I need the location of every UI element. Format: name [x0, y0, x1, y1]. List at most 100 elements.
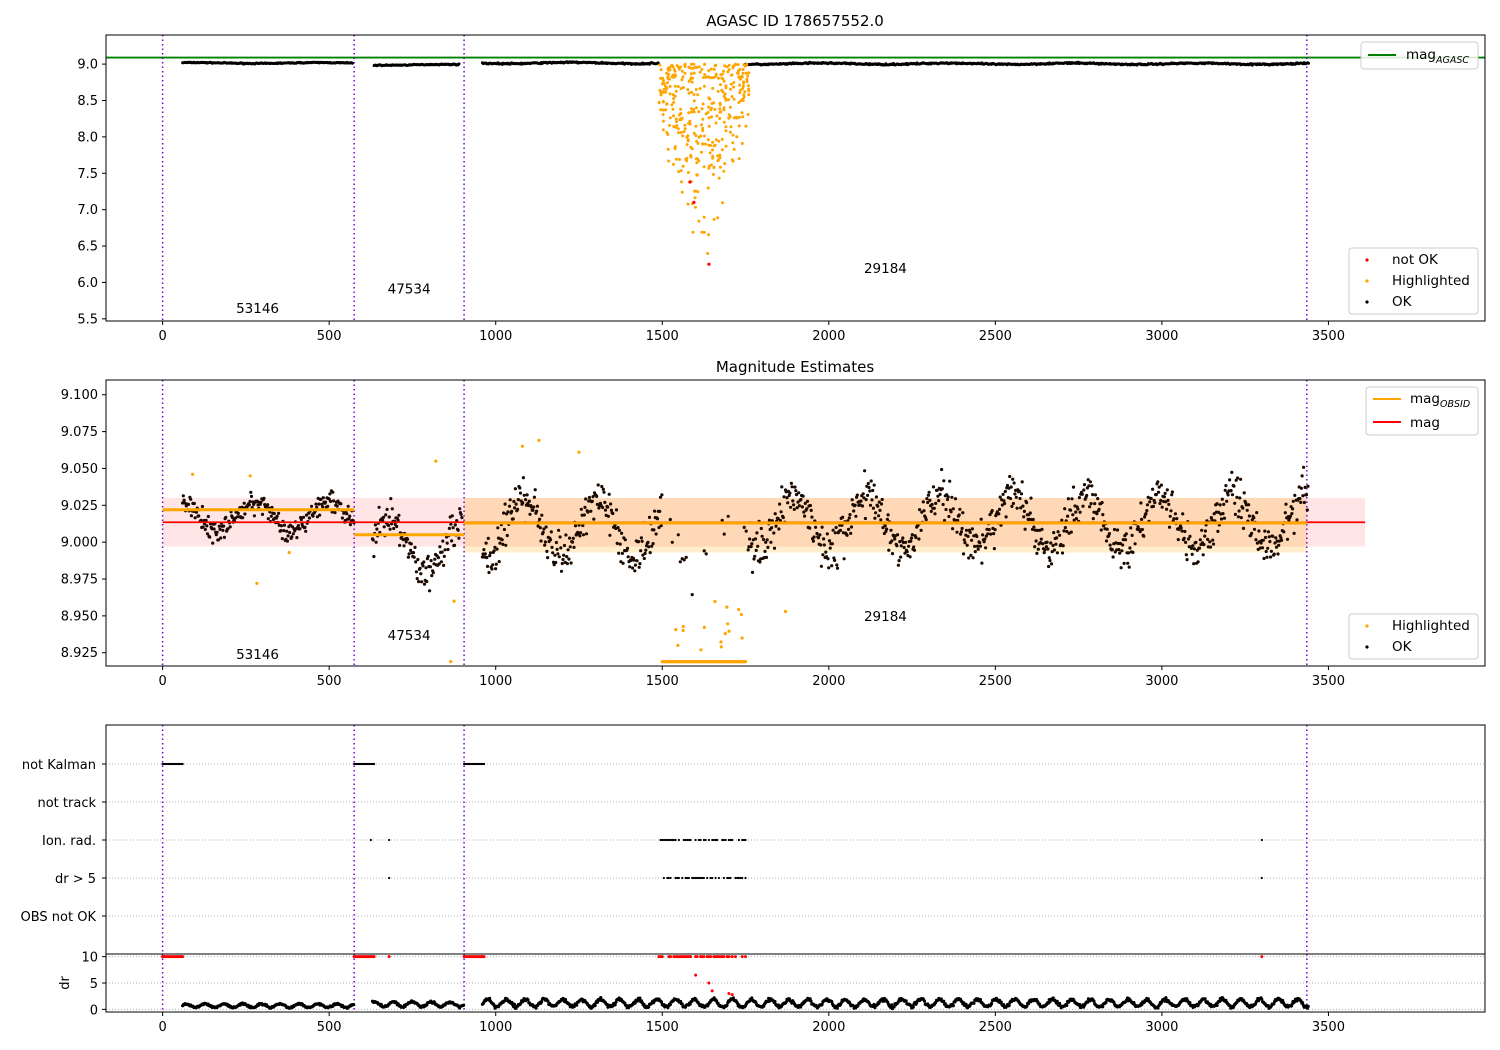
ok-point	[536, 524, 540, 528]
ok-point	[1140, 527, 1144, 532]
ok-point	[1096, 497, 1100, 501]
ok-point	[1159, 498, 1163, 503]
highlighted-point	[689, 155, 693, 159]
flag-point	[697, 876, 701, 880]
ok-point	[1222, 502, 1226, 506]
ok-point	[1280, 538, 1284, 542]
flag-point	[739, 876, 742, 880]
highlighted-point	[723, 92, 727, 96]
highlighted-point	[725, 65, 729, 69]
dr-point	[990, 1001, 994, 1006]
panel2-frame	[105, 379, 1486, 667]
ok-point	[1140, 517, 1144, 522]
ok-point	[331, 490, 335, 494]
p2-ytick-label: 9.025	[61, 499, 98, 514]
ok-point	[1201, 553, 1205, 557]
highlighted-point	[689, 66, 693, 70]
ok-point	[221, 528, 225, 533]
ok-point	[646, 540, 650, 545]
highlighted-point	[713, 143, 717, 147]
ok-point	[1088, 480, 1092, 484]
ok-point	[984, 534, 988, 538]
highlighted-point	[744, 124, 748, 128]
ok-point	[488, 554, 492, 558]
ok-point	[635, 559, 639, 563]
highlighted-point	[668, 92, 672, 96]
ok-point	[1077, 496, 1081, 500]
ok-point	[631, 566, 635, 570]
ok-point	[582, 513, 586, 517]
ok-point	[978, 544, 983, 548]
ok-point	[387, 515, 391, 519]
ok-point	[1181, 512, 1185, 516]
ok-point	[960, 526, 964, 531]
highlighted-point	[670, 103, 674, 107]
highlighted-point	[706, 138, 710, 142]
ok-point	[566, 548, 570, 552]
highlighted-point	[677, 170, 681, 174]
ok-point	[1045, 540, 1049, 544]
ok-point	[1218, 503, 1222, 507]
flag-point	[692, 876, 696, 880]
ok-point	[203, 527, 207, 532]
highlighted-point	[729, 82, 733, 86]
dr-ytick-label: 5	[90, 977, 98, 992]
flag-point	[699, 876, 702, 880]
ok-point	[527, 499, 531, 503]
ok-point	[930, 502, 934, 507]
ok-point	[1063, 507, 1067, 511]
flag-point	[1260, 876, 1263, 880]
ok-point	[871, 506, 876, 510]
ok-point	[794, 489, 798, 493]
highlighted-point	[672, 100, 676, 104]
ok-point	[1184, 540, 1188, 545]
flag-point	[742, 838, 746, 842]
ok-point	[1172, 517, 1176, 521]
highlighted-point	[715, 114, 719, 118]
ok-point	[562, 543, 567, 548]
ok-point	[918, 508, 922, 512]
panel2-legend-main: magOBSID mag	[1365, 386, 1479, 436]
highlighted-point	[685, 156, 689, 160]
highlighted-point	[696, 93, 700, 97]
ok-point	[1060, 518, 1064, 522]
highlighted-point	[687, 79, 691, 83]
legend-not-ok-label: not OK	[1392, 252, 1439, 268]
ok-point	[345, 512, 349, 516]
ok-point	[1070, 497, 1074, 501]
ok-point	[1247, 514, 1251, 518]
ok-point	[1279, 536, 1283, 540]
ok-point	[997, 507, 1002, 511]
ok-point	[390, 507, 394, 511]
highlighted-point	[700, 230, 704, 234]
ok-point	[1235, 495, 1239, 499]
ok-point	[887, 548, 891, 552]
ok-point	[1151, 487, 1155, 491]
ok-point	[769, 540, 773, 544]
flag-point	[701, 876, 704, 880]
ok-point	[502, 527, 506, 532]
ok-point	[676, 533, 680, 537]
ok-point	[980, 561, 984, 565]
dr-point	[540, 1000, 544, 1004]
dr-point	[575, 1003, 579, 1007]
ok-point	[181, 494, 185, 498]
highlighted-point	[686, 171, 690, 174]
legend2-ok-marker	[1365, 645, 1369, 649]
highlighted-point	[727, 629, 731, 633]
flag-point	[737, 838, 741, 842]
ok-point	[1010, 504, 1014, 508]
ok-point	[854, 514, 858, 518]
ok-point	[871, 488, 875, 493]
flag-point	[659, 838, 662, 842]
ok-point	[199, 518, 203, 523]
flag-point	[741, 876, 744, 880]
ok-point	[1188, 534, 1192, 539]
ok-point	[801, 494, 805, 498]
ok-point	[539, 539, 543, 543]
ok-point	[1283, 511, 1287, 515]
ok-point	[655, 517, 660, 521]
ok-point	[1065, 529, 1069, 534]
ok-point	[957, 513, 961, 517]
highlighted-point	[673, 84, 677, 88]
